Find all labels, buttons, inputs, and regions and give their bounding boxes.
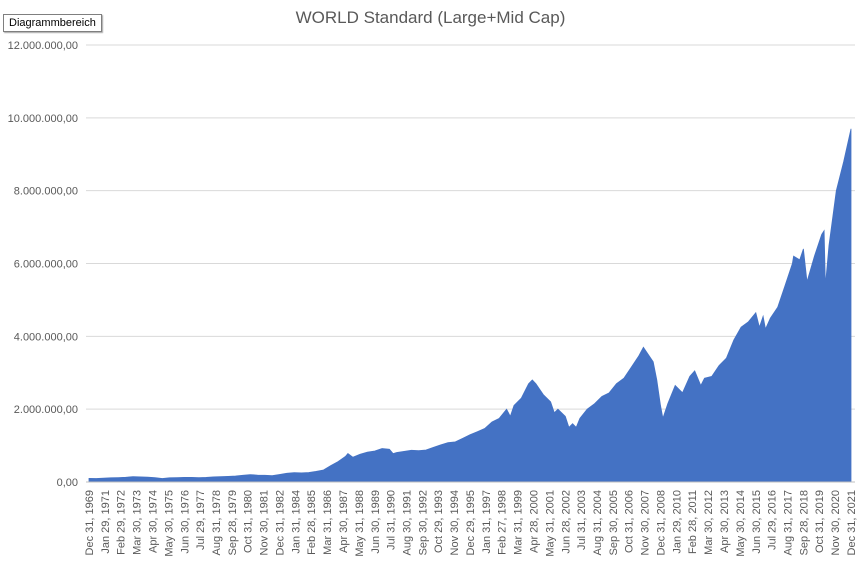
x-tick-label: Jul 31, 2003	[576, 490, 588, 550]
x-tick-label: Oct 29, 1993	[433, 490, 445, 553]
x-tick-label: Oct 31, 1980	[243, 490, 255, 553]
x-tick-label: Dec 31, 1982	[275, 490, 287, 555]
x-tick-label: Mar 31, 1999	[513, 490, 525, 555]
x-tick-label: Dec 31, 2021	[846, 490, 858, 555]
x-tick-label: Nov 30, 1981	[259, 490, 271, 555]
x-tick-label: Dec 31, 1969	[84, 490, 96, 555]
x-tick-label: Jan 31, 1984	[290, 490, 302, 554]
x-tick-label: Nov 30, 1994	[449, 490, 461, 555]
x-tick-label: Aug 30, 1991	[402, 490, 414, 555]
x-tick-label: Apr 28, 2000	[529, 490, 541, 553]
x-tick-label: Mar 31, 1986	[322, 490, 334, 555]
x-tick-label: Sep 28, 2018	[798, 490, 810, 555]
x-tick-label: Aug 31, 1978	[211, 490, 223, 555]
x-tick-label: Oct 31, 2019	[814, 490, 826, 553]
x-tick-label: May 30, 1975	[163, 490, 175, 557]
y-tick-label: 10.000.000,00	[8, 113, 78, 125]
x-tick-label: Aug 31, 2004	[592, 490, 604, 555]
x-tick-label: Oct 31, 2006	[624, 490, 636, 553]
x-tick-label: Mar 30, 1973	[132, 490, 144, 555]
x-tick-label: Sep 28, 1979	[227, 490, 239, 555]
x-tick-label: Jun 30, 1989	[370, 490, 382, 554]
area-series	[88, 128, 852, 483]
x-tick-label: Jun 30, 2015	[751, 490, 763, 554]
x-tick-label: May 30, 2014	[735, 490, 747, 557]
x-tick-label: Nov 30, 2007	[640, 490, 652, 555]
x-tick-label: Feb 27, 1998	[497, 490, 509, 555]
x-tick-label: Mar 30, 2012	[703, 490, 715, 555]
x-tick-label: Dec 31, 2008	[656, 490, 668, 555]
x-tick-label: Apr 30, 1987	[338, 490, 350, 553]
x-tick-label: Dec 29, 1995	[465, 490, 477, 555]
x-tick-label: Jan 31, 1997	[481, 490, 493, 554]
y-tick-label: 2.000.000,00	[14, 404, 78, 416]
x-tick-label: Jan 29, 2010	[671, 490, 683, 554]
x-tick-label: Aug 31, 2017	[783, 490, 795, 555]
x-tick-label: Jun 28, 2002	[560, 490, 572, 554]
y-tick-label: 4.000.000,00	[14, 331, 78, 343]
x-tick-label: May 31, 2001	[544, 490, 556, 557]
x-tick-label: Jan 29, 1971	[100, 490, 112, 554]
x-tick-label: Nov 30, 2020	[830, 490, 842, 555]
x-tick-label: Sep 30, 1992	[417, 490, 429, 555]
x-tick-label: Apr 30, 1974	[148, 490, 160, 553]
chart-area-tag: Diagrammbereich	[3, 14, 102, 32]
x-tick-label: Jul 29, 1977	[195, 490, 207, 550]
x-tick-label: Feb 28, 2011	[687, 490, 699, 554]
y-tick-label: 6.000.000,00	[14, 259, 78, 271]
y-tick-label: 12.000.000,00	[8, 40, 78, 52]
x-tick-label: Feb 28, 1985	[306, 490, 318, 555]
x-tick-label: Jul 29, 2016	[767, 490, 779, 550]
y-tick-label: 0,00	[57, 477, 78, 489]
x-tick-label: May 31, 1988	[354, 490, 366, 557]
x-tick-label: Jul 31, 1990	[386, 490, 398, 550]
x-tick-label: Sep 30, 2005	[608, 490, 620, 555]
y-tick-label: 8.000.000,00	[14, 186, 78, 198]
x-tick-label: Feb 29, 1972	[116, 490, 128, 555]
x-tick-label: Apr 30, 2013	[719, 490, 731, 553]
x-tick-label: Jun 30, 1976	[179, 490, 191, 554]
chart-title: WORLD Standard (Large+Mid Cap)	[295, 8, 566, 27]
